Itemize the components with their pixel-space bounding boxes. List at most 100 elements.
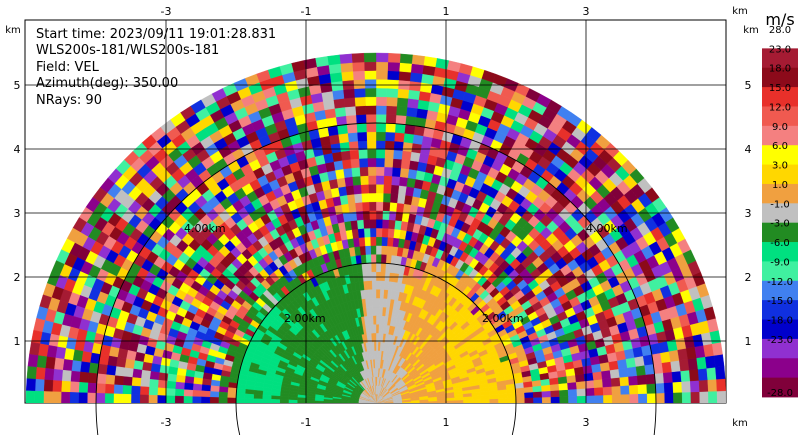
velocity-gate [404,186,415,197]
y-unit-right: km [743,25,759,36]
velocity-gate [689,368,700,382]
velocity-gate [375,219,383,229]
velocity-gate [610,377,621,387]
velocity-gate [193,377,203,385]
velocity-gate [356,219,365,230]
velocity-gate [687,357,699,371]
velocity-gate [141,361,153,372]
velocity-gate [359,175,369,186]
velocity-gate [707,378,718,392]
y-tick-right: 5 [745,79,752,92]
velocity-gate [149,371,160,381]
colorbar-label: 28.0 [769,25,791,36]
velocity-gate [506,397,517,403]
velocity-gate [603,394,613,403]
velocity-gate [398,62,412,73]
velocity-gate [568,395,578,403]
velocity-gate [344,176,354,187]
velocity-gate [375,350,379,360]
velocity-gate [330,142,341,154]
velocity-gate [363,52,377,63]
velocity-gate [375,114,387,124]
velocity-gate [576,388,587,397]
velocity-gate [383,166,393,177]
velocity-gate [369,219,377,229]
velocity-gate [690,391,701,403]
velocity-gate [365,96,377,106]
velocity-gate [387,219,396,230]
velocity-gate [26,366,37,380]
velocity-gate [406,177,416,188]
velocity-gate [52,380,63,393]
velocity-gate [409,151,421,162]
velocity-gate [176,367,187,377]
velocity-gate [351,167,361,177]
velocity-gate [489,398,499,403]
velocity-gate [236,388,246,395]
velocity-gate [44,367,55,381]
velocity-gate [184,375,195,385]
velocity-gate [200,390,211,398]
velocity-gate [351,61,365,72]
velocity-gate [375,306,380,316]
velocity-gate [52,391,62,403]
velocity-gate [644,363,655,375]
velocity-gate [201,384,211,392]
velocity-gate [411,142,422,154]
velocity-gate [158,372,169,382]
velocity-gate [558,382,569,391]
velocity-gate [362,219,371,229]
velocity-gate [314,400,324,403]
velocity-gate [349,149,360,160]
velocity-gate [646,392,657,403]
velocity-gate [706,367,717,381]
velocity-gate [95,392,106,403]
velocity-gate [375,280,381,290]
velocity-gate [585,387,595,396]
velocity-gate [362,210,370,220]
velocity-gate [403,132,415,144]
velocity-gate [27,354,39,368]
velocity-gate [386,87,399,98]
velocity-gate [375,297,380,307]
velocity-gate [395,105,408,117]
velocity-gate [122,376,133,387]
velocity-gate [253,389,264,396]
velocity-gate [407,168,418,180]
velocity-gate [346,123,358,134]
velocity-gate [352,184,362,195]
velocity-gate [380,245,388,255]
colorbar-label: 1.0 [772,180,788,191]
velocity-gate [53,357,65,371]
start-time-text: Start time: 2023/09/11 19:01:28.831 [36,27,276,42]
x-tick-bottom: -1 [301,416,312,429]
velocity-gate [383,184,392,194]
velocity-gate [174,388,185,397]
velocity-gate [375,122,387,133]
velocity-gate [361,201,370,212]
velocity-gate [410,63,424,74]
velocity-field [25,52,726,403]
velocity-gate [370,254,377,264]
colorbar-label: -1.0 [770,199,790,210]
velocity-gate [150,363,161,373]
y-ticks-right: km 1 2 3 4 5 [743,25,759,348]
velocity-gate [371,271,377,281]
velocity-gate [405,115,417,126]
velocity-gate [201,378,212,386]
colorbar-label: 23.0 [769,44,791,55]
velocity-gate [113,384,124,395]
velocity-gate [95,383,106,394]
velocity-gate [183,396,193,403]
y-tick-left: 3 [14,207,21,220]
velocity-gate [713,354,725,368]
velocity-gate [385,114,397,124]
velocity-gate [352,70,365,81]
velocity-gate [400,159,411,170]
velocity-gate [371,280,377,290]
velocity-gate [515,392,525,399]
velocity-gate [363,61,377,71]
velocity-gate [114,366,125,377]
velocity-gate [350,158,360,169]
velocity-gate [609,368,620,379]
